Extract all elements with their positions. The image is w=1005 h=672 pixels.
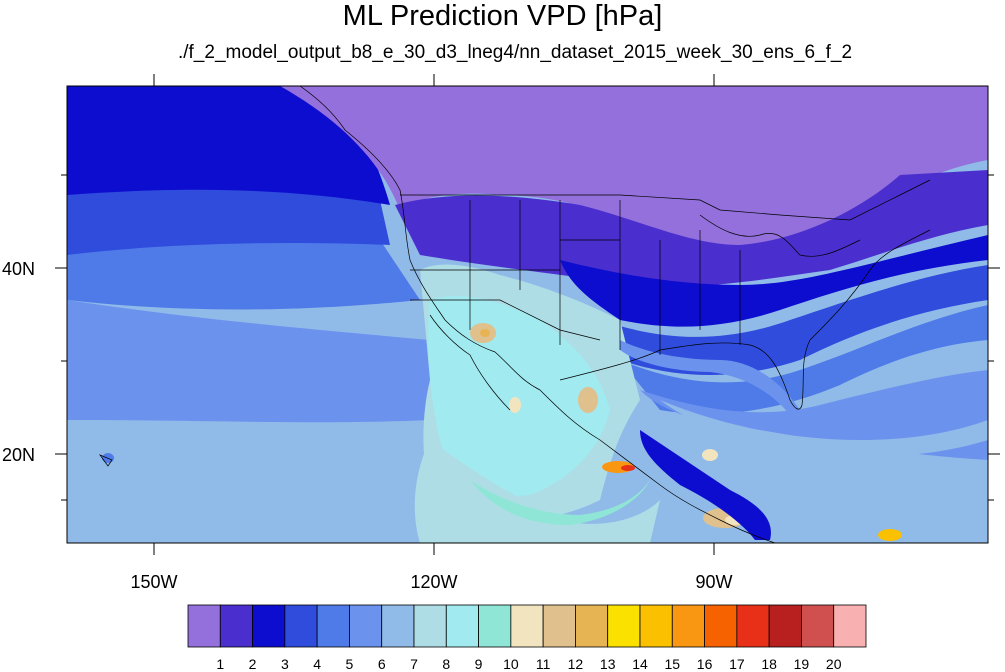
colorbar-label: 8 [442, 656, 450, 672]
field-band-central-3 [560, 235, 988, 327]
colorbar-label: 2 [249, 656, 257, 672]
field-tongue-8 [414, 440, 660, 543]
colorbar-box [510, 604, 544, 648]
hotspot-colombia [878, 529, 902, 541]
colorbar-box [478, 604, 512, 648]
map-subtitle: ./f_2_model_output_b8_e_30_d3_lneg4/nn_d… [177, 42, 853, 63]
lat-label-40n: 40N [2, 259, 35, 279]
field-band-southeast-4 [600, 265, 988, 375]
colorbar-label: 20 [826, 656, 842, 672]
colorbar-label: 15 [664, 656, 680, 672]
map-frame [66, 85, 989, 544]
lon-label-90w: 90W [695, 572, 732, 592]
colorbar-box [413, 604, 447, 648]
colorbar-label: 14 [632, 656, 648, 672]
colorbar: 1 2 3 4 5 6 7 8 9 10 11 12 13 14 15 16 17 18 19 20 [187, 604, 867, 672]
colorbar-label: 7 [410, 656, 418, 672]
field-band-southeast-5 [620, 305, 988, 414]
colorbar-label: 3 [281, 656, 289, 672]
lon-label-150w: 150W [130, 572, 177, 592]
colorbar-box [445, 604, 479, 648]
colorbar-box [575, 604, 609, 648]
colorbar-label: 17 [729, 656, 745, 672]
colorbar-label: 5 [346, 656, 354, 672]
colorbar-label: 10 [503, 656, 519, 672]
colorbar-label: 11 [536, 656, 551, 672]
colorbar-label: 19 [794, 656, 810, 672]
vpd-field [67, 86, 988, 543]
field-band-pacific-3 [67, 86, 390, 205]
axis-ticks [55, 74, 1000, 555]
hotspot-central-mexico [578, 387, 598, 413]
field-band-gulf-6 [640, 370, 988, 460]
colorbar-label: 13 [600, 656, 616, 672]
map-title: ML Prediction VPD [hPa] [342, 0, 663, 32]
lat-label-20n: 20N [2, 445, 35, 465]
field-mexico-9 [428, 296, 610, 496]
colorbar-box [284, 604, 318, 648]
field-band-pacific-6 [67, 300, 430, 423]
colorbar-label: 4 [313, 656, 321, 672]
field-band-north-2 [395, 170, 988, 287]
lon-label-120w: 120W [410, 572, 457, 592]
colorbar-box [801, 604, 835, 648]
colorbar-box [639, 604, 673, 648]
colorbar-label: 6 [378, 656, 386, 672]
colorbar-label: 16 [697, 656, 713, 672]
colorbar-box [381, 604, 415, 648]
colorbar-box [349, 604, 383, 648]
colorbar-box [252, 604, 286, 648]
colorbar-label: 9 [475, 656, 483, 672]
field-band-pacific-5 [67, 238, 420, 310]
colorbar-label: 12 [568, 656, 584, 672]
coastlines [98, 86, 931, 543]
colorbar-box [736, 604, 770, 648]
colorbar-label: 1 [216, 656, 224, 672]
colorbar-box [607, 604, 641, 648]
colorbar-box [542, 604, 576, 648]
field-central-america-3 [640, 430, 771, 540]
field-tongue-10 [470, 480, 650, 525]
colorbar-box [219, 604, 253, 648]
colorbar-box [316, 604, 350, 648]
colorbar-box [671, 604, 705, 648]
colorbar-box [187, 604, 221, 648]
field-band-pacific-4 [67, 184, 390, 255]
field-north-1 [280, 86, 988, 246]
colorbar-box [768, 604, 802, 648]
colorbar-box [704, 604, 738, 648]
field-band-gulf-7 [660, 400, 988, 457]
colorbar-box [833, 604, 867, 648]
colorbar-label: 18 [761, 656, 777, 672]
